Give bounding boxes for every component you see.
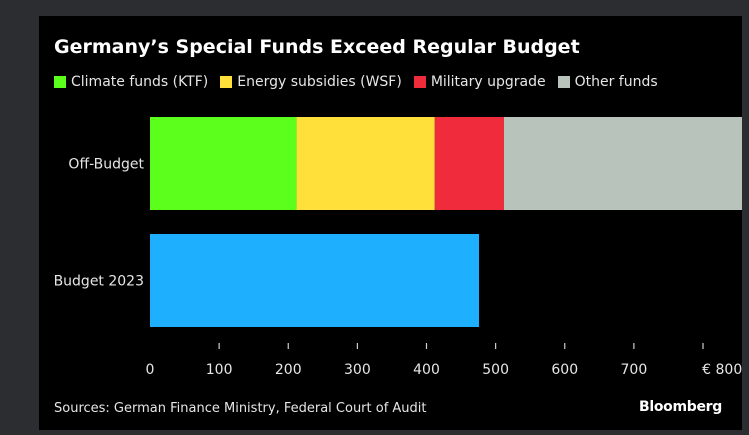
legend-item: Military upgrade <box>413 74 546 90</box>
legend-swatch <box>54 76 66 88</box>
x-tick-label: 0 <box>146 362 155 378</box>
legend-label: Energy subsidies (WSF) <box>237 74 402 90</box>
chart-plot: Off-Budget Budget 2023 0 100 200 300 400 500 600… <box>54 117 742 378</box>
legend-label: Climate funds (KTF) <box>71 74 209 90</box>
x-tick-label: € 800B <box>702 362 742 378</box>
bloomberg-logo: Bloomberg <box>638 399 722 415</box>
x-tick-label: 700 <box>621 362 648 378</box>
legend-swatch <box>557 76 570 88</box>
legend-item: Climate funds (KTF) <box>54 74 208 90</box>
legend-item: Energy subsidies (WSF) <box>220 74 402 90</box>
x-tick-label: 500 <box>482 362 509 378</box>
x-tick-label: 100 <box>206 362 233 378</box>
legend: Climate funds (KTF) Energy subsidies (WSF… <box>54 74 670 90</box>
chart-card: Germany’s Special Funds Exceed Regular B… <box>39 16 742 430</box>
legend-label: Military upgrade <box>430 74 546 90</box>
category-label: Off-Budget <box>68 157 144 173</box>
x-tick-label: 200 <box>275 362 302 378</box>
legend-swatch <box>413 76 426 88</box>
bar-segment <box>296 117 435 210</box>
bar-segment <box>150 117 297 210</box>
source-note: Sources: German Finance Ministry, Federa… <box>54 401 427 416</box>
x-tick-label: 600 <box>551 362 578 378</box>
chart-title: Germany’s Special Funds Exceed Regular B… <box>54 36 580 58</box>
x-tick-label: 300 <box>344 362 371 378</box>
x-tick-label: 400 <box>413 362 440 378</box>
bar-segment <box>434 117 504 210</box>
legend-item: Other funds <box>557 74 658 90</box>
bar-segment <box>503 117 742 210</box>
bar-segment <box>150 234 480 327</box>
legend-swatch <box>220 76 233 88</box>
category-label: Budget 2023 <box>54 274 144 290</box>
legend-label: Other funds <box>574 74 658 90</box>
